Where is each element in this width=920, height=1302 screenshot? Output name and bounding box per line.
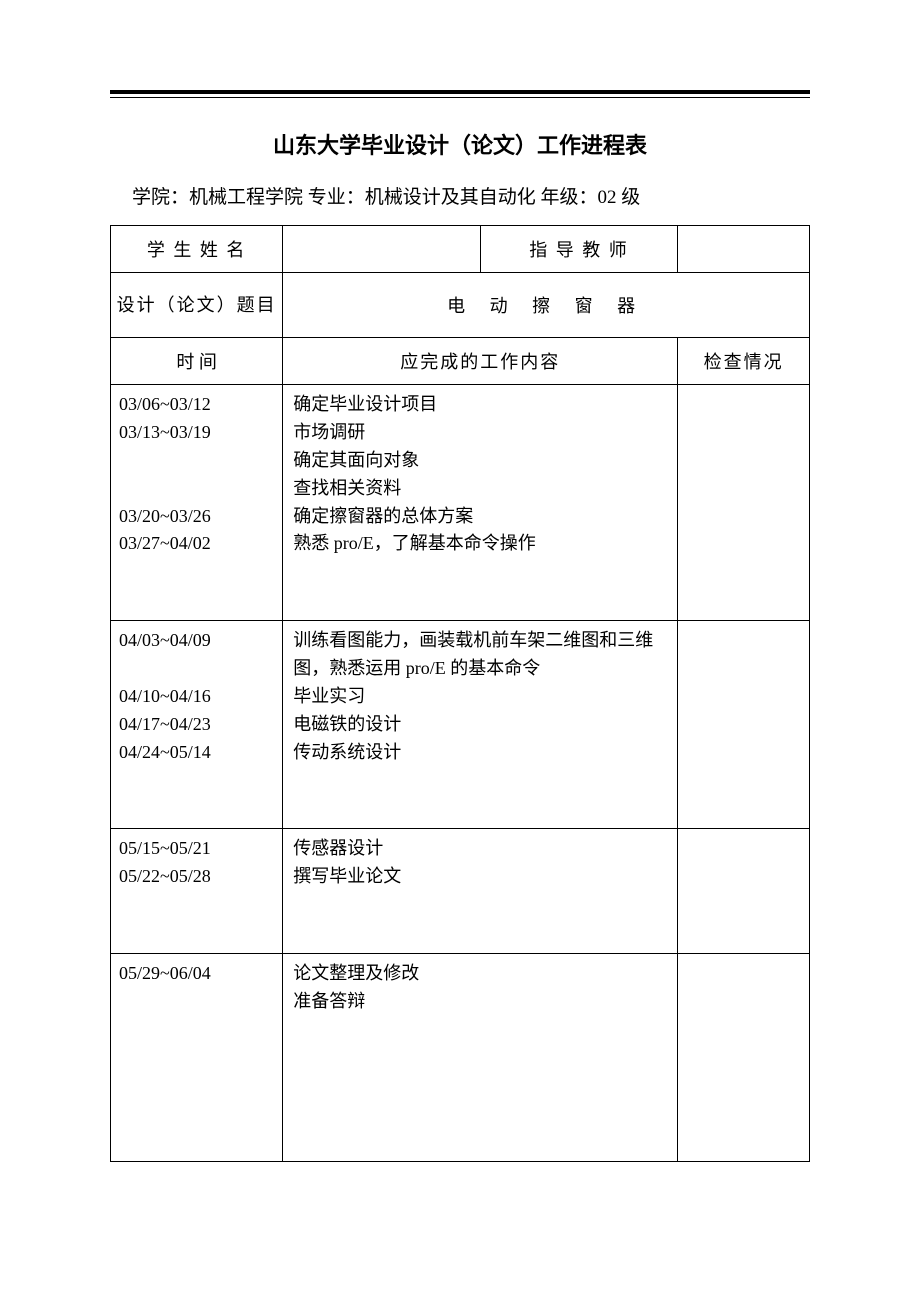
label-topic: 设计（论文）题目 — [111, 273, 283, 338]
top-horizontal-rule — [110, 90, 810, 98]
value-advisor — [678, 226, 810, 273]
table-row-topic: 设计（论文）题目 电 动 擦 窗 器 — [111, 273, 810, 338]
table-row-column-headers: 时 间 应完成的工作内容 检查情况 — [111, 338, 810, 385]
cell-time: 05/29~06/04 — [111, 953, 283, 1161]
cell-content: 论文整理及修改 准备答辩 — [283, 953, 678, 1161]
table-row: 05/15~05/21 05/22~05/28 传感器设计 撰写毕业论文 — [111, 829, 810, 954]
cell-check — [678, 829, 810, 954]
cell-content: 训练看图能力，画装载机前车架二维图和三维图，熟悉运用 pro/E 的基本命令 毕… — [283, 621, 678, 829]
label-time: 时 间 — [111, 338, 283, 385]
value-topic: 电 动 擦 窗 器 — [283, 273, 810, 338]
cell-check — [678, 621, 810, 829]
cell-time: 03/06~03/12 03/13~03/19 03/20~03/26 03/2… — [111, 385, 283, 621]
table-row: 03/06~03/12 03/13~03/19 03/20~03/26 03/2… — [111, 385, 810, 621]
cell-check — [678, 953, 810, 1161]
table-row: 04/03~04/09 04/10~04/16 04/17~04/23 04/2… — [111, 621, 810, 829]
cell-content: 传感器设计 撰写毕业论文 — [283, 829, 678, 954]
document-title: 山东大学毕业设计（论文）工作进程表 — [110, 128, 810, 160]
document-page: 山东大学毕业设计（论文）工作进程表 学院：机械工程学院 专业：机械设计及其自动化… — [0, 0, 920, 1202]
document-subheader: 学院：机械工程学院 专业：机械设计及其自动化 年级：02 级 — [110, 182, 810, 209]
table-row: 05/29~06/04 论文整理及修改 准备答辩 — [111, 953, 810, 1161]
value-student-name — [283, 226, 481, 273]
progress-table: 学 生 姓 名 指 导 教 师 设计（论文）题目 电 动 擦 窗 器 时 间 应… — [110, 225, 810, 1162]
label-work-content: 应完成的工作内容 — [283, 338, 678, 385]
label-check: 检查情况 — [678, 338, 810, 385]
cell-content: 确定毕业设计项目 市场调研 确定其面向对象 查找相关资料 确定擦窗器的总体方案 … — [283, 385, 678, 621]
table-row-header-1: 学 生 姓 名 指 导 教 师 — [111, 226, 810, 273]
cell-check — [678, 385, 810, 621]
cell-time: 04/03~04/09 04/10~04/16 04/17~04/23 04/2… — [111, 621, 283, 829]
label-advisor: 指 导 教 师 — [480, 226, 678, 273]
cell-time: 05/15~05/21 05/22~05/28 — [111, 829, 283, 954]
label-student-name: 学 生 姓 名 — [111, 226, 283, 273]
